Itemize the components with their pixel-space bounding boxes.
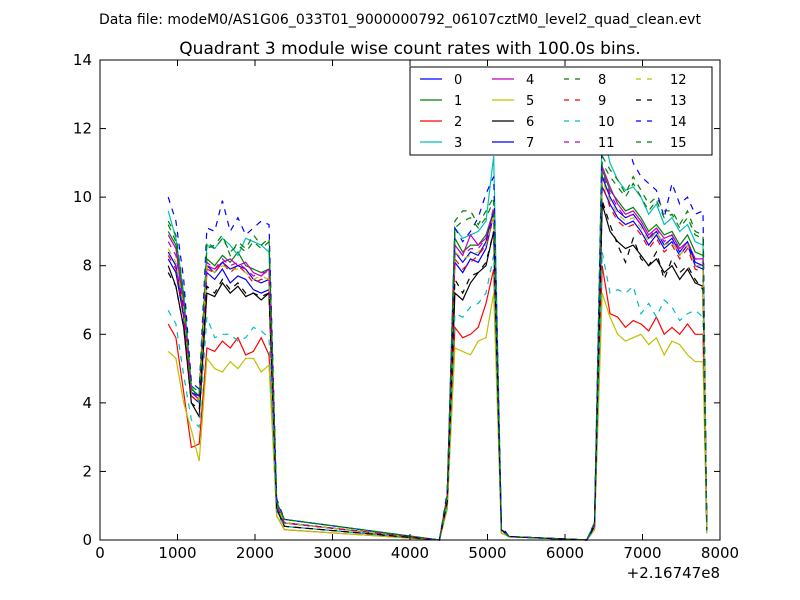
series-layer — [167, 128, 708, 541]
series-7-line — [167, 176, 708, 541]
y-tick-label: 4 — [82, 394, 92, 412]
x-tick-label: 5000 — [468, 544, 506, 562]
legend-label-10: 10 — [598, 115, 615, 130]
y-tick-label: 6 — [82, 325, 92, 343]
legend-label-14: 14 — [670, 115, 687, 130]
legend-label-2: 2 — [454, 115, 462, 130]
x-tick-label: 8000 — [701, 544, 739, 562]
series-15-line — [167, 160, 708, 541]
y-tick-label: 14 — [73, 51, 92, 69]
series-0-line — [167, 186, 708, 541]
x-offset-label: +2.16747e8 — [627, 564, 720, 582]
legend-label-9: 9 — [598, 94, 606, 109]
x-tick-label: 0 — [95, 544, 105, 562]
series-9-line — [167, 183, 708, 541]
y-tick-label: 2 — [82, 462, 92, 480]
legend-label-15: 15 — [670, 136, 687, 151]
tick-layer: 0 1000 2000 3000 4000 5000 6000 7000 80000246810… — [73, 51, 739, 562]
y-tick-label: 10 — [73, 188, 92, 206]
legend-label-0: 0 — [454, 73, 462, 88]
y-tick-label: 0 — [82, 531, 92, 549]
series-12-line — [167, 179, 708, 541]
x-tick-label: 1000 — [158, 544, 196, 562]
series-8-line — [167, 153, 708, 541]
legend-label-3: 3 — [454, 136, 462, 151]
legend-label-5: 5 — [526, 94, 534, 109]
legend-label-4: 4 — [526, 73, 534, 88]
legend-label-6: 6 — [526, 115, 534, 130]
series-3-line — [167, 128, 708, 541]
figure-suptitle: Data file: modeM0/AS1G06_033T01_90000007… — [99, 12, 701, 28]
legend-label-1: 1 — [454, 94, 462, 109]
x-tick-label: 4000 — [391, 544, 429, 562]
x-tick-label: 6000 — [546, 544, 584, 562]
series-5-line — [167, 292, 708, 541]
x-tick-label: 3000 — [313, 544, 351, 562]
legend-label-11: 11 — [598, 136, 615, 151]
series-2-line — [167, 265, 708, 541]
legend-label-7: 7 — [526, 136, 534, 151]
y-tick-label: 8 — [82, 257, 92, 275]
legend-label-12: 12 — [670, 73, 687, 88]
legend-box — [409, 66, 713, 156]
y-tick-label: 12 — [73, 120, 92, 138]
chart-title: Quadrant 3 module wise count rates with … — [179, 39, 640, 59]
legend-label-13: 13 — [670, 94, 687, 109]
series-13-line — [167, 200, 708, 541]
x-tick-label: 2000 — [236, 544, 274, 562]
series-10-line — [167, 251, 708, 541]
x-tick-label: 7000 — [623, 544, 661, 562]
series-6-line — [167, 203, 708, 541]
series-11-line — [167, 172, 708, 541]
legend-label-8: 8 — [598, 73, 606, 88]
series-1-line — [167, 169, 708, 541]
series-14-line — [167, 133, 708, 541]
